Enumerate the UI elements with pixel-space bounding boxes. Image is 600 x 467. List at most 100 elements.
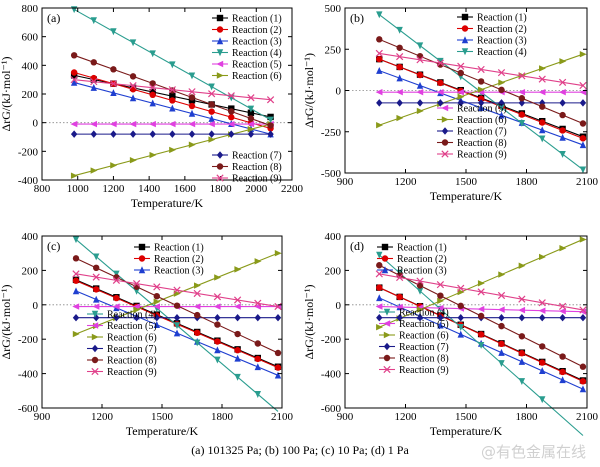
watermark: @有色金属在线 <box>480 443 586 461</box>
legend-marker <box>383 354 391 362</box>
legend-label: Reaction (5) <box>457 104 507 115</box>
data-point <box>169 130 176 138</box>
data-point <box>207 120 215 128</box>
data-point <box>498 322 505 330</box>
data-point <box>579 306 587 314</box>
data-point <box>110 66 117 73</box>
data-point <box>188 120 196 128</box>
data-point <box>188 130 196 138</box>
data-point <box>188 102 196 110</box>
data-point <box>477 331 485 338</box>
data-point <box>437 57 444 65</box>
y-tick-label: 0 <box>336 86 342 98</box>
data-point <box>129 39 137 47</box>
data-point <box>149 120 156 128</box>
data-point <box>168 86 176 94</box>
data-point <box>396 293 403 301</box>
data-point <box>266 96 275 104</box>
data-point <box>477 312 485 320</box>
legend-label: Reaction (7) <box>107 344 157 355</box>
data-point <box>539 367 546 375</box>
legend-marker <box>91 344 99 353</box>
data-point <box>579 99 587 107</box>
data-point <box>169 97 176 104</box>
legend-marker <box>216 14 224 22</box>
data-point <box>129 86 137 93</box>
data-point <box>169 104 176 112</box>
data-point <box>153 293 160 300</box>
data-point <box>194 282 201 289</box>
x-tick-label: 2200 <box>281 183 304 195</box>
legend-label: Reaction (5) <box>232 60 282 71</box>
chart-panel-2: 900 1200 1500 1800 2100 -500 -250 0 250 500 (b) Tem… <box>302 3 599 203</box>
data-point <box>376 121 383 129</box>
data-point <box>233 303 241 310</box>
legend-marker <box>461 25 469 32</box>
data-point <box>169 61 176 69</box>
data-point <box>149 84 157 92</box>
data-point <box>539 253 546 261</box>
y-tick-label: -500 <box>321 168 342 180</box>
data-point <box>376 11 383 19</box>
legend-marker <box>461 48 469 56</box>
data-point <box>416 52 424 60</box>
y-axis-label: ΔrG/(kJ·mol⁻¹) <box>302 53 316 128</box>
legend-marker <box>381 266 389 274</box>
legend-label: Reaction (2) <box>232 25 282 36</box>
data-point <box>267 122 274 129</box>
data-point <box>254 314 261 322</box>
data-point <box>416 314 424 322</box>
data-point <box>538 299 546 307</box>
legend-marker <box>461 36 469 44</box>
y-tick-label: 200 <box>325 265 342 277</box>
legend-label: Reaction (4) <box>477 47 527 58</box>
x-tick-label: 1200 <box>395 411 418 423</box>
y-axis-label: ΔrG/(kJ·mol⁻¹) <box>0 57 13 132</box>
data-point <box>109 120 117 128</box>
x-axis-label: Temperature/K <box>430 189 503 203</box>
data-point <box>376 251 383 259</box>
y-tick-label: -200 <box>18 334 39 346</box>
data-point <box>579 378 587 385</box>
data-point <box>247 126 255 133</box>
y-tick-label: -600 <box>321 403 342 415</box>
data-point <box>208 108 215 115</box>
data-point <box>92 303 100 310</box>
data-point <box>457 93 465 100</box>
y-tick-label: 600 <box>22 32 39 44</box>
x-tick-label: 1500 <box>455 411 478 423</box>
data-point <box>168 120 176 128</box>
legend-marker <box>383 365 391 374</box>
data-point <box>132 280 141 288</box>
legend-marker <box>441 127 449 135</box>
legend-label: Reaction (6) <box>232 71 282 82</box>
data-point <box>234 373 241 381</box>
y-tick-label: 0 <box>33 118 39 130</box>
x-tick-label: 2000 <box>245 183 267 195</box>
data-point <box>579 120 587 127</box>
x-tick-label: 1200 <box>102 183 125 195</box>
legend-marker <box>216 37 224 45</box>
legend-marker <box>91 333 99 341</box>
data-point <box>110 162 118 169</box>
data-point <box>93 295 100 303</box>
data-point <box>208 90 216 98</box>
data-point <box>90 59 97 66</box>
data-point <box>70 120 78 128</box>
legend-label: Reaction (9) <box>107 367 157 378</box>
data-point <box>416 81 424 89</box>
data-point <box>169 146 177 154</box>
data-point <box>70 78 78 86</box>
data-point <box>579 236 587 243</box>
data-point <box>559 150 566 158</box>
data-point <box>149 50 156 58</box>
data-point <box>579 308 587 315</box>
data-point <box>234 314 241 322</box>
panel-label: (a) <box>47 11 60 25</box>
data-point <box>518 314 526 322</box>
data-point <box>90 130 97 138</box>
data-point <box>539 314 546 322</box>
data-point <box>457 69 464 77</box>
data-point <box>247 105 255 113</box>
data-point <box>539 135 546 143</box>
